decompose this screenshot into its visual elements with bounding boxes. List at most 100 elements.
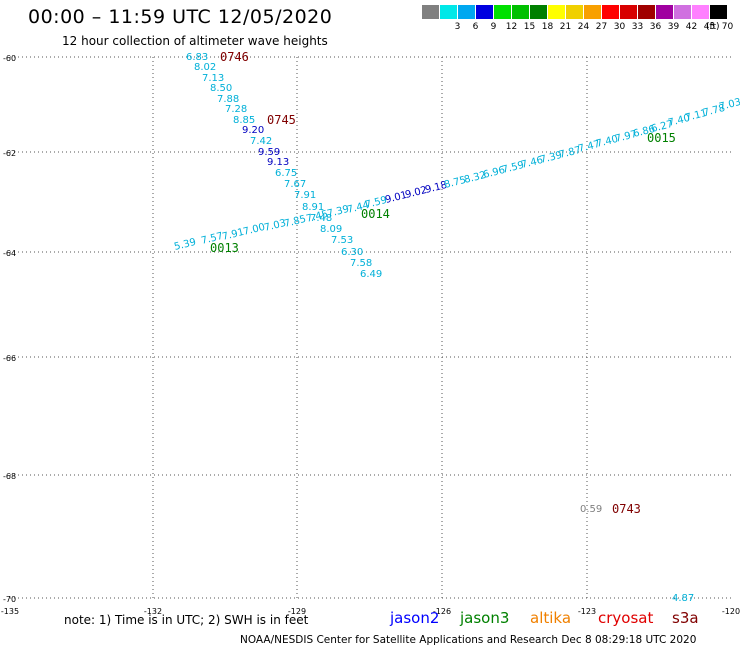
wave-height-value: 7.40	[667, 113, 691, 129]
wave-height-value: 6.75	[275, 168, 297, 179]
wave-height-value: 4.87	[672, 593, 694, 604]
wave-height-value: 8.02	[194, 62, 216, 73]
wave-height-value: 6.30	[341, 247, 363, 258]
wave-height-value: 7.11	[684, 108, 708, 124]
scale-unit: (ft)	[706, 22, 720, 32]
scale-swatch	[440, 5, 457, 19]
satellite-legend-jason2: jason2	[390, 609, 440, 627]
scale-swatch	[692, 5, 709, 19]
lat-tick-label: -62	[3, 149, 16, 158]
note-text: note: 1) Time is in UTC; 2) SWH is in fe…	[64, 613, 309, 627]
wave-height-value: 7.57	[200, 231, 224, 247]
wave-height-value: 8.09	[320, 224, 342, 235]
scale-swatch	[674, 5, 691, 19]
pass-id-label: 0015	[647, 131, 676, 145]
lat-tick-label: -64	[3, 249, 16, 258]
satellite-legend-altika: altika	[530, 609, 572, 627]
wave-height-value: 7.53	[331, 235, 353, 246]
scale-label: 42	[685, 22, 698, 32]
scale-label: 18	[541, 22, 554, 32]
wave-height-value: 7.85	[283, 214, 307, 230]
wave-height-value: 8.75	[443, 175, 467, 191]
wave-height-value: 8.32	[463, 170, 487, 186]
pass-id-label: 0746	[220, 50, 249, 64]
wave-height-value: 7.13	[202, 73, 224, 84]
scale-swatch	[530, 5, 547, 19]
wave-height-value: 7.48	[310, 213, 332, 224]
wave-height-value: 7.58	[350, 258, 372, 269]
scale-label: 24	[577, 22, 590, 32]
pass-id-label: 0745	[267, 113, 296, 127]
lat-tick-label: -66	[3, 354, 16, 363]
scale-swatch	[476, 5, 493, 19]
wave-height-value: 7.59	[501, 160, 525, 176]
wave-height-value: 7.39	[539, 150, 563, 166]
wave-height-value: 7.44	[346, 200, 370, 216]
wave-height-value: 7.28	[225, 104, 247, 115]
scale-label: 6	[472, 22, 479, 32]
scale-label: 15	[523, 22, 536, 32]
wave-height-value: 8.50	[210, 83, 232, 94]
wave-height-value: 8.91	[302, 202, 324, 213]
wave-height-value: 9.02	[404, 185, 428, 201]
scale-swatch	[422, 5, 439, 19]
scale-label: 36	[649, 22, 662, 32]
wave-height-value: 7.91	[221, 227, 245, 243]
wave-height-value: 7.42	[250, 136, 272, 147]
scale-label: 21	[559, 22, 572, 32]
wave-height-value: 0.59	[580, 504, 602, 515]
wave-height-value: 6.27	[650, 119, 674, 135]
wave-height-value: 6.83	[186, 52, 208, 63]
satellite-legend-jason3: jason3	[460, 609, 510, 627]
scale-label: 9	[490, 22, 497, 32]
pass-id-label: 0743	[612, 502, 641, 516]
satellite-legend-cryosat: cryosat	[598, 609, 654, 627]
wave-height-value: 7.03	[718, 97, 740, 113]
lon-tick-label: -126	[433, 607, 451, 616]
wave-height-value: 6.96	[482, 165, 506, 181]
wave-height-value: 7.87	[558, 145, 582, 161]
scale-swatch	[548, 5, 565, 19]
map-title: 00:00 – 11:59 UTC 12/05/2020	[28, 6, 333, 28]
wave-height-value: 7.45	[305, 209, 329, 225]
wave-height-value: 8.85	[233, 115, 255, 126]
wave-height-value: 7.47	[577, 139, 601, 155]
scale-label: 27	[595, 22, 608, 32]
scale-label: 70	[721, 22, 734, 32]
wave-height-value: 7.91	[294, 190, 316, 201]
lat-tick-label: -70	[3, 595, 16, 604]
scale-swatch	[656, 5, 673, 19]
wave-height-value: 7.46	[520, 155, 544, 171]
scale-swatch	[494, 5, 511, 19]
wave-height-value: 9.01	[384, 190, 408, 206]
lon-tick-label: -132	[144, 607, 162, 616]
wave-height-value: 9.20	[242, 125, 264, 136]
wave-height-value: 9.59	[258, 147, 280, 158]
wave-height-value: 7.40	[595, 134, 619, 150]
wave-height-value: 9.13	[267, 157, 289, 168]
scale-swatch	[620, 5, 637, 19]
lon-tick-label: -120	[722, 607, 740, 616]
scale-swatch	[566, 5, 583, 19]
scale-label: 3	[454, 22, 461, 32]
lat-tick-label: -60	[3, 54, 16, 63]
scale-swatch	[710, 5, 727, 19]
wave-height-value: 7.78	[702, 103, 726, 119]
scale-swatch	[602, 5, 619, 19]
pass-id-label: 0013	[210, 241, 239, 255]
lon-tick-label: -129	[288, 607, 306, 616]
scale-label: 12	[505, 22, 518, 32]
lon-tick-label: -123	[578, 607, 596, 616]
pass-id-label: 0014	[361, 207, 390, 221]
satellite-legend-s3a: s3a	[672, 609, 699, 627]
wave-height-value: 7.39	[326, 204, 350, 220]
wave-height-value: 9.18	[424, 180, 448, 196]
wave-height-value: 6.49	[360, 269, 382, 280]
wave-height-value: 7.67	[284, 179, 306, 190]
credit-line: NOAA/NESDIS Center for Satellite Applica…	[240, 634, 697, 646]
wave-height-value: 7.97	[614, 129, 638, 145]
scale-swatch	[584, 5, 601, 19]
wave-height-value: 7.88	[217, 94, 239, 105]
scale-swatch	[512, 5, 529, 19]
